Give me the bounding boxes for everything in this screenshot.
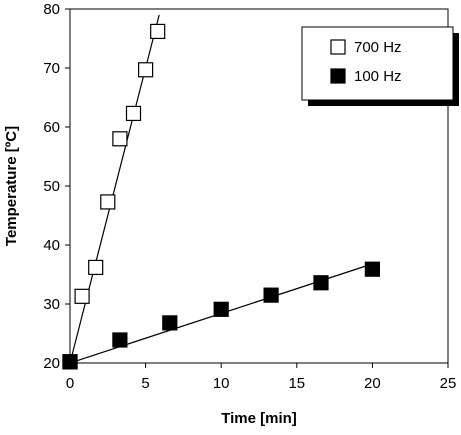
legend-label-700hz: 700 Hz <box>354 39 402 56</box>
data-point-100hz <box>313 275 329 291</box>
data-point-100hz <box>213 301 229 317</box>
x-tick-label: 0 <box>66 375 74 392</box>
y-tick-label: 30 <box>43 296 60 313</box>
y-tick-label: 80 <box>43 1 60 18</box>
y-tick-label: 70 <box>43 60 60 77</box>
data-point-100hz <box>162 315 178 331</box>
y-tick-label: 20 <box>43 355 60 372</box>
data-point-700hz <box>88 259 104 276</box>
legend-marker-700hz <box>330 39 346 55</box>
y-tick-label: 50 <box>43 178 60 195</box>
y-tick-label: 40 <box>43 237 60 254</box>
data-point-700hz <box>74 288 90 304</box>
x-tick-label: 20 <box>364 375 381 392</box>
legend-label-100hz: 100 Hz <box>354 68 402 85</box>
x-tick-label: 5 <box>141 375 149 392</box>
data-point-100hz <box>62 354 78 370</box>
x-tick-label: 10 <box>213 375 230 392</box>
legend-box <box>301 26 454 101</box>
data-point-100hz <box>263 287 279 303</box>
x-tick-label: 25 <box>440 375 457 392</box>
x-tick-label: 15 <box>288 375 305 392</box>
data-point-700hz <box>100 194 116 210</box>
plot-layer: 0 5 10 15 20 25 20 30 40 50 60 70 80 <box>43 1 456 392</box>
data-point-100hz <box>112 332 128 348</box>
data-point-700hz <box>112 131 128 147</box>
x-axis-title: Time [min] <box>221 410 297 427</box>
legend: 700 Hz 100 Hz <box>301 26 459 106</box>
y-axis-title: Temperature [ºC] <box>3 126 20 246</box>
y-tick-label: 60 <box>43 119 60 136</box>
data-point-100hz <box>364 261 380 277</box>
legend-marker-100hz <box>330 68 346 84</box>
data-point-700hz <box>125 105 142 122</box>
data-point-700hz <box>150 23 166 40</box>
data-point-700hz <box>138 62 154 78</box>
